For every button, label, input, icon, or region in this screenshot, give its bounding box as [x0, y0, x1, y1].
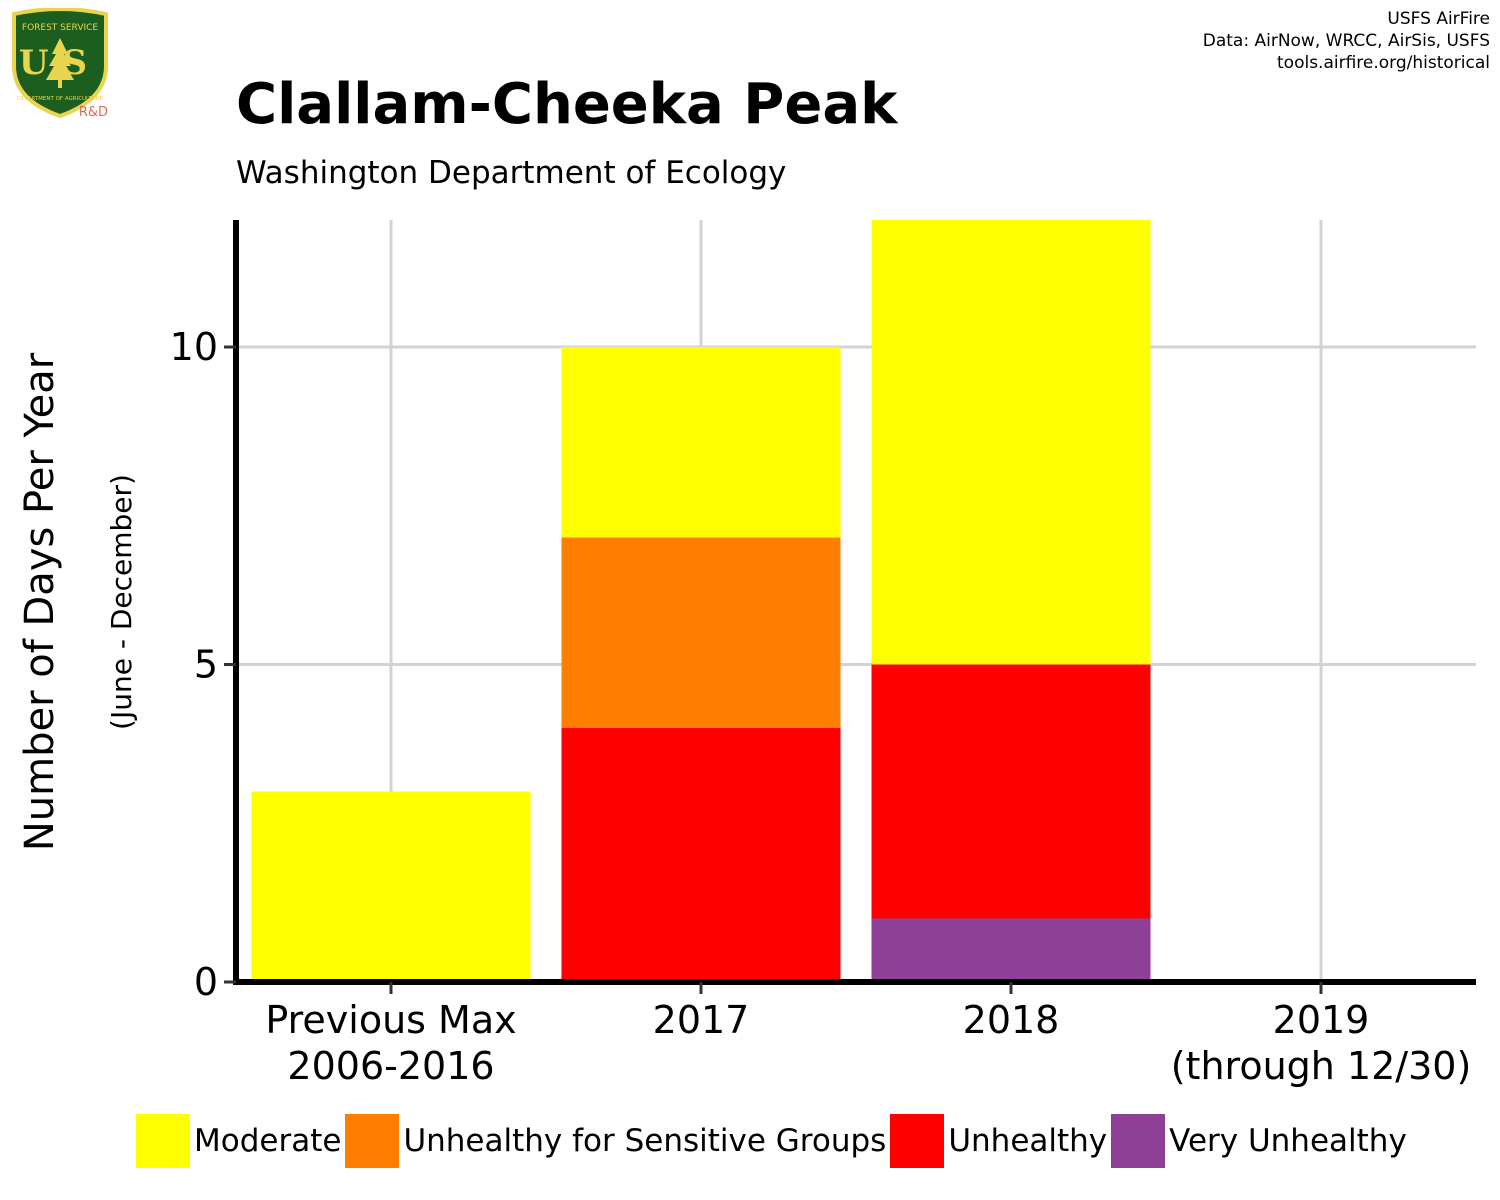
legend-item-very-unhealthy: Very Unhealthy: [1111, 1114, 1407, 1168]
y-tick-label-5: 5: [194, 643, 218, 687]
bar-moderate-0: [251, 791, 531, 982]
y-tick-label-0: 0: [194, 960, 218, 1004]
x-tick-label-3-1: (through 12/30): [1171, 1044, 1472, 1088]
x-tick-label-0-0: Previous Max: [265, 998, 516, 1042]
legend-swatch-moderate: [136, 1114, 190, 1168]
y-axis-title: Number of Days Per Year: [17, 352, 63, 851]
credits-line-1: USFS AirFire: [1387, 9, 1490, 29]
legend-swatch-unhealthy-for-sensitive-groups: [345, 1114, 400, 1168]
legend-item-moderate: Moderate: [136, 1114, 341, 1168]
x-tick-label-3-0: 2019: [1273, 998, 1370, 1042]
bars: [251, 220, 1151, 982]
credits-line-3: tools.airfire.org/historical: [1277, 53, 1490, 73]
x-tick-label-0-1: 2006-2016: [287, 1044, 494, 1088]
usfs-logo: FOREST SERVICE US DEPARTMENT OF AGRICULT…: [12, 8, 108, 120]
legend-label-unhealthy: Unhealthy: [948, 1123, 1108, 1159]
credits: USFS AirFire Data: AirNow, WRCC, AirSis,…: [1203, 8, 1490, 74]
bar-moderate-1: [561, 347, 841, 538]
legend-label-unhealthy-for-sensitive-groups: Unhealthy for Sensitive Groups: [403, 1123, 887, 1159]
y-tick-label-10: 10: [170, 325, 218, 369]
bar-unhealthy-1: [561, 728, 841, 982]
credits-line-2: Data: AirNow, WRCC, AirSis, USFS: [1202, 31, 1490, 51]
bar-moderate-2: [871, 220, 1151, 665]
legend-label-moderate: Moderate: [194, 1123, 342, 1159]
legend: Moderate Unhealthy for Sensitive Groups Un…: [136, 1114, 1411, 1168]
logo-top-text: FOREST SERVICE: [22, 23, 99, 33]
legend-swatch-very-unhealthy: [1111, 1114, 1166, 1168]
bar-very-unhealthy-2: [871, 918, 1151, 982]
chart-subtitle: Washington Department of Ecology: [236, 155, 787, 191]
x-tick-label-2-0: 2018: [963, 998, 1060, 1042]
axes: [224, 220, 1476, 994]
bar-unhealthy-for-sensitive-groups-1: [561, 537, 841, 728]
x-tick-label-1-0: 2017: [653, 998, 750, 1042]
logo-rd-text: R&D: [79, 105, 108, 120]
legend-item-unhealthy: Unhealthy: [890, 1114, 1107, 1168]
y-axis-subtitle: (June - December): [105, 474, 138, 730]
logo-bottom-text: DEPARTMENT OF AGRICULTURE: [17, 96, 104, 102]
legend-item-unhealthy-for-sensitive-groups: Unhealthy for Sensitive Groups: [345, 1114, 886, 1168]
bar-unhealthy-2: [871, 664, 1151, 919]
chart-title: Clallam-Cheeka Peak: [236, 72, 898, 137]
legend-swatch-unhealthy: [890, 1114, 945, 1168]
legend-label-very-unhealthy: Very Unhealthy: [1169, 1123, 1407, 1159]
